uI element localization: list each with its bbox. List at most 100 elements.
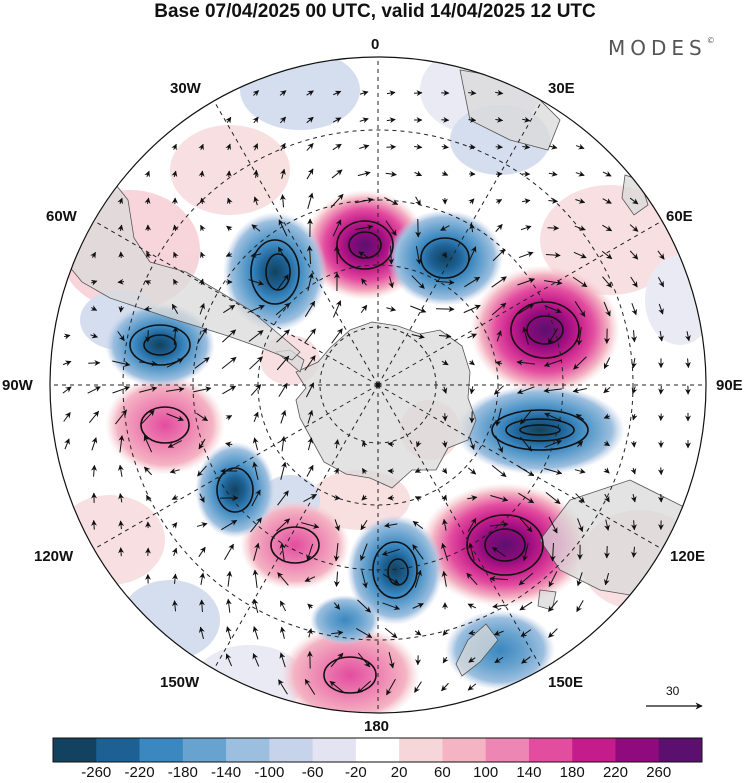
- wind-arrow: [543, 387, 562, 394]
- wind-arrow: [222, 385, 237, 395]
- wind-arrow: [575, 170, 585, 177]
- wind-arrow: [118, 547, 125, 557]
- wind-arrow: [332, 117, 342, 124]
- wind-arrow: [172, 326, 179, 346]
- wind-arrow: [441, 440, 448, 448]
- wind-arrow: [171, 143, 177, 151]
- wind-arrow: [658, 385, 665, 395]
- colorbar-swatch: [528, 738, 573, 762]
- wind-arrow: [441, 542, 449, 561]
- wind-arrow: [304, 355, 316, 371]
- wind-arrow: [384, 197, 399, 205]
- wind-arrow: [386, 90, 396, 97]
- wind-arrow: [574, 468, 586, 474]
- wind-arrow: [166, 386, 185, 393]
- wind-arrow: [198, 626, 205, 639]
- anomaly-negative: [445, 610, 555, 690]
- wind-arrow: [252, 437, 259, 451]
- colorbar-swatch: [572, 738, 616, 762]
- colorbar-tick: 220: [602, 764, 628, 781]
- wind-arrow: [280, 461, 287, 480]
- wind-arrow: [544, 468, 563, 475]
- wind-arrow: [197, 327, 207, 345]
- wind-arrow: [543, 359, 562, 367]
- wind-arrow: [441, 682, 449, 692]
- wind-arrow: [440, 225, 450, 231]
- wind-arrow: [573, 356, 587, 370]
- wind-arrow: [518, 465, 535, 477]
- wind-arrow: [385, 171, 397, 177]
- wind-arrow: [306, 168, 314, 180]
- wind-arrow: [252, 143, 259, 151]
- wind-arrow: [414, 569, 422, 588]
- wind-arrow: [225, 441, 233, 448]
- wind-arrow: [280, 436, 287, 452]
- wind-arrow: [194, 357, 210, 369]
- wind-arrow: [492, 603, 506, 610]
- wind-arrow: [252, 598, 259, 613]
- wind-arrow: [307, 603, 314, 610]
- wind-arrow: [491, 302, 507, 316]
- wind-arrow: [520, 225, 532, 231]
- reference-vector-label: 30: [666, 684, 680, 698]
- wind-arrow: [467, 603, 477, 610]
- wind-arrow: [330, 193, 344, 208]
- wind-arrow: [603, 386, 611, 394]
- wind-arrow: [146, 251, 152, 259]
- wind-arrow: [631, 303, 638, 316]
- wind-arrow: [196, 522, 208, 528]
- wind-arrow: [468, 198, 475, 205]
- wind-arrow: [198, 546, 206, 558]
- wind-arrow: [468, 143, 476, 150]
- wind-arrow: [386, 305, 397, 312]
- wind-arrow: [356, 680, 372, 694]
- wind-arrow: [252, 461, 259, 480]
- wind-arrow: [435, 279, 455, 286]
- brand-logo: MODES©: [608, 36, 715, 60]
- wind-arrow: [441, 413, 448, 422]
- colorbar-frame: [52, 737, 703, 763]
- wind-arrow: [630, 440, 637, 448]
- wind-arrow: [494, 656, 504, 664]
- colorbar-swatch: [53, 738, 97, 762]
- map-title: Base 07/04/2025 00 UTC, valid 14/04/2025…: [154, 1, 596, 22]
- wind-arrow: [118, 435, 125, 453]
- wind-arrow: [225, 598, 232, 613]
- wind-arrow: [118, 520, 125, 530]
- wind-arrow: [171, 494, 179, 500]
- wind-arrow: [603, 301, 611, 317]
- wind-arrow: [468, 629, 476, 636]
- wind-arrow: [197, 465, 207, 477]
- colorbar-swatch: [658, 738, 703, 762]
- wind-arrow: [143, 305, 152, 312]
- wind-arrow: [492, 547, 506, 557]
- wind-arrow: [112, 385, 131, 394]
- wind-arrow: [441, 170, 449, 176]
- wind-arrow: [171, 303, 179, 315]
- wind-arrow: [383, 573, 400, 585]
- wind-arrow: [276, 518, 290, 532]
- wind-arrow: [630, 520, 637, 531]
- wind-arrow: [225, 415, 233, 421]
- wind-arrow: [303, 493, 318, 503]
- wind-arrow: [575, 413, 585, 421]
- wind-arrow: [469, 223, 476, 233]
- wind-arrow: [250, 252, 262, 258]
- wind-arrow: [495, 360, 503, 367]
- wind-arrow: [90, 332, 99, 339]
- wind-arrow: [575, 493, 585, 503]
- wind-arrow: [172, 224, 179, 232]
- wind-arrow: [307, 192, 314, 209]
- wind-arrow: [331, 629, 344, 636]
- wind-arrow: [384, 627, 398, 639]
- wind-arrow: [357, 599, 372, 613]
- wind-arrow: [305, 382, 315, 398]
- wind-arrow: [90, 251, 96, 259]
- wind-arrow: [198, 143, 204, 151]
- wind-arrow: [361, 570, 368, 589]
- wind-arrow: [360, 519, 368, 531]
- wind-arrow: [545, 492, 561, 504]
- wind-arrow: [467, 333, 477, 339]
- wind-arrow: [276, 329, 290, 343]
- wind-arrow: [544, 412, 562, 422]
